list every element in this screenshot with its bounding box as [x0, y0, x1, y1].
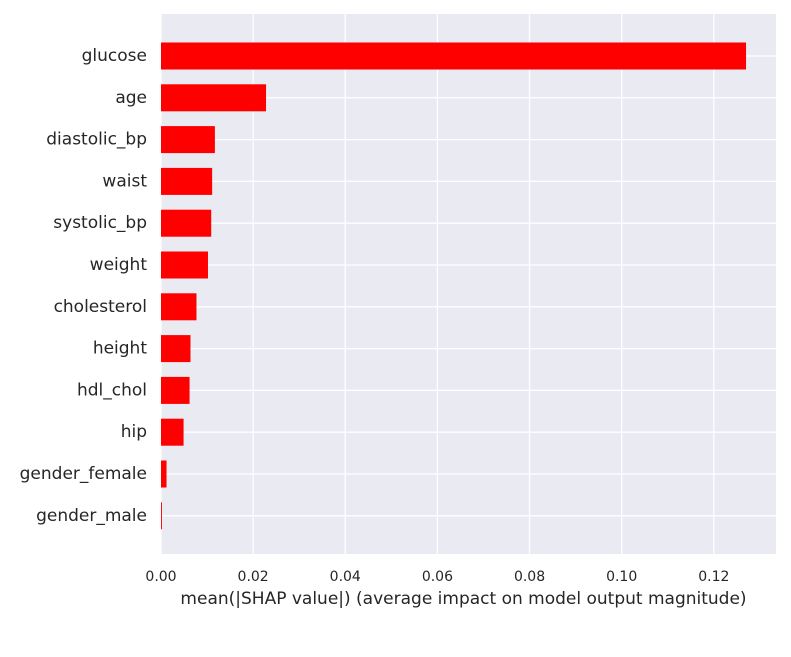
category-label: diastolic_bp: [46, 130, 147, 150]
bar-cholesterol: [161, 293, 197, 321]
x-tick-label: 0.10: [606, 569, 637, 585]
category-label: waist: [102, 171, 147, 191]
bar-age: [161, 84, 267, 112]
x-axis-ticks: 0.00 0.02 0.04 0.06 0.08 0.10 0.12: [145, 569, 729, 585]
bar-hdl-chol: [161, 376, 190, 404]
bar-glucose: [161, 42, 747, 70]
category-label: gender_male: [36, 506, 147, 526]
category-label: gender_female: [20, 464, 147, 484]
category-label: hdl_chol: [77, 380, 147, 400]
x-tick-label: 0.06: [422, 569, 453, 585]
bar-diastolic-bp: [161, 126, 215, 154]
bar-gender-male: [161, 502, 162, 530]
bar-weight: [161, 251, 208, 279]
bars: [161, 42, 747, 530]
category-label: glucose: [82, 46, 147, 66]
x-axis-label: mean(|SHAP value|) (average impact on mo…: [180, 589, 746, 609]
category-label: hip: [121, 422, 147, 442]
x-tick-label: 0.08: [514, 569, 545, 585]
category-label: height: [93, 339, 148, 359]
category-label: age: [115, 88, 147, 108]
x-tick-label: 0.00: [145, 569, 176, 585]
category-label: cholesterol: [54, 297, 147, 317]
bar-gender-female: [161, 460, 167, 488]
category-label: systolic_bp: [53, 213, 147, 233]
bar-waist: [161, 167, 213, 195]
category-label: weight: [90, 255, 148, 275]
x-tick-label: 0.02: [238, 569, 269, 585]
x-tick-label: 0.12: [698, 569, 729, 585]
x-tick-label: 0.04: [330, 569, 361, 585]
bar-systolic-bp: [161, 209, 212, 237]
bar-height: [161, 335, 191, 363]
bar-hip: [161, 418, 184, 446]
